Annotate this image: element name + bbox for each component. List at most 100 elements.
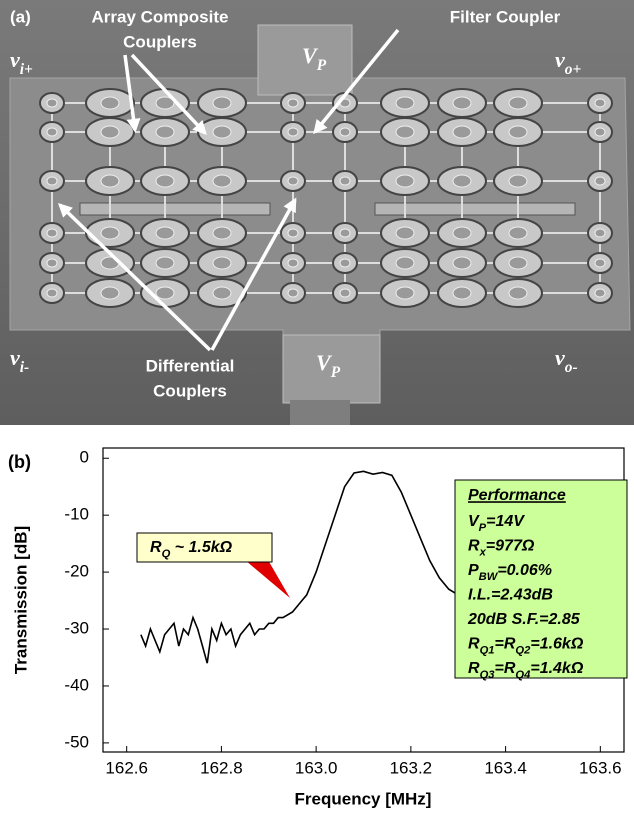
arrow [130,53,207,136]
x-tick-label: 163.4 [484,758,527,777]
arrow [57,203,212,352]
array-label: Array Composite [92,7,229,26]
resonator-core [46,288,58,298]
text-run: =R [495,660,516,677]
text-run: v [10,345,20,370]
resonator-core [155,174,175,188]
resonator-core [395,174,415,188]
subscript: Q4 [515,669,531,681]
resonator-core [452,286,472,300]
resonator-core [594,228,606,238]
resonator-core [155,125,175,139]
sem-image [0,0,634,425]
pad-top [257,24,353,96]
x-tick-label: 162.8 [200,758,243,777]
y-tick-label: -50 [64,732,89,751]
performance-line: Rx=977Ω [468,538,535,559]
resonator-core [155,286,175,300]
x-tick-label: 163.0 [295,758,338,777]
resonator-mesh [39,88,613,308]
performance-box [454,479,628,679]
resonator-core [46,176,58,186]
resonator-core [100,286,120,300]
resonator-core [395,226,415,240]
annotation-pointer [245,560,290,598]
resonator-core [46,258,58,268]
resonator-core [395,125,415,139]
resonator-core [100,96,120,110]
resonator-core [339,228,351,238]
text-run: R [468,538,480,555]
y-tick-label: -40 [64,675,89,694]
port-label: vo+ [555,47,581,78]
resonator-core [287,288,299,298]
resonator-core [100,226,120,240]
resonator-core [212,226,232,240]
resonator-core [155,256,175,270]
x-tick-label: 163.6 [579,758,622,777]
text-run: v [555,345,565,370]
resonator-core [339,127,351,137]
resonator-core [46,98,58,108]
arrow [313,28,400,135]
text-run: =R [495,636,516,653]
resonator-core [508,256,528,270]
differential-label: Couplers [153,381,227,400]
resonator-core [212,256,232,270]
resonator-core [46,228,58,238]
resonator-core [212,286,232,300]
resonator-core [287,258,299,268]
subscript: o- [565,359,578,376]
y-tick-label: 0 [80,448,89,467]
pad-label: VP [316,350,341,381]
resonator-core [594,127,606,137]
resonator-core [508,226,528,240]
resonator-core [508,125,528,139]
subscript: P [331,364,341,381]
resonator-core [594,288,606,298]
electrode-bar [79,202,271,216]
resonator-core [46,127,58,137]
text-run: R [468,636,480,653]
subscript: Q3 [480,669,496,681]
resonator-core [287,228,299,238]
subscript: BW [479,571,499,583]
resonator-core [287,98,299,108]
resonator-core [395,96,415,110]
text-run: V [468,513,480,530]
text-run: V [302,43,319,68]
resonator-core [452,125,472,139]
performance-line: PBW=0.06% [468,562,552,583]
resonator-core [212,174,232,188]
text-run: P [468,562,479,579]
subscript: o+ [565,61,582,78]
resonator-core [452,96,472,110]
resonator-core [155,96,175,110]
resonator-core [339,176,351,186]
annotation-box [136,532,273,563]
annotation-text: RQ ~ 1.5kΩ [150,539,233,560]
pad-label: VP [302,43,327,74]
port-label: vi+ [10,47,33,78]
resonator-core [594,258,606,268]
pad-trace [290,400,350,425]
resonator-core [452,256,472,270]
subscript: i+ [20,61,33,78]
data-line [140,470,469,664]
performance-line: I.L.=2.43dB [468,587,553,604]
panel-label: (a) [10,7,31,26]
performance-line: RQ1=RQ2=1.6kΩ [468,636,584,657]
text-run: I.L.=2.43dB [468,587,553,604]
electrode-bar [374,202,576,216]
filter-label: Filter Coupler [450,7,561,26]
resonator-core [287,127,299,137]
subscript: Q2 [515,644,531,656]
resonator-core [212,96,232,110]
x-tick-label: 163.2 [390,758,433,777]
text-run: v [555,47,565,72]
text-run: v [10,47,20,72]
y-tick-label: -10 [64,505,89,524]
text-run: =0.06% [497,562,552,579]
text-run: ~ 1.5kΩ [170,539,232,556]
resonator-core [508,286,528,300]
